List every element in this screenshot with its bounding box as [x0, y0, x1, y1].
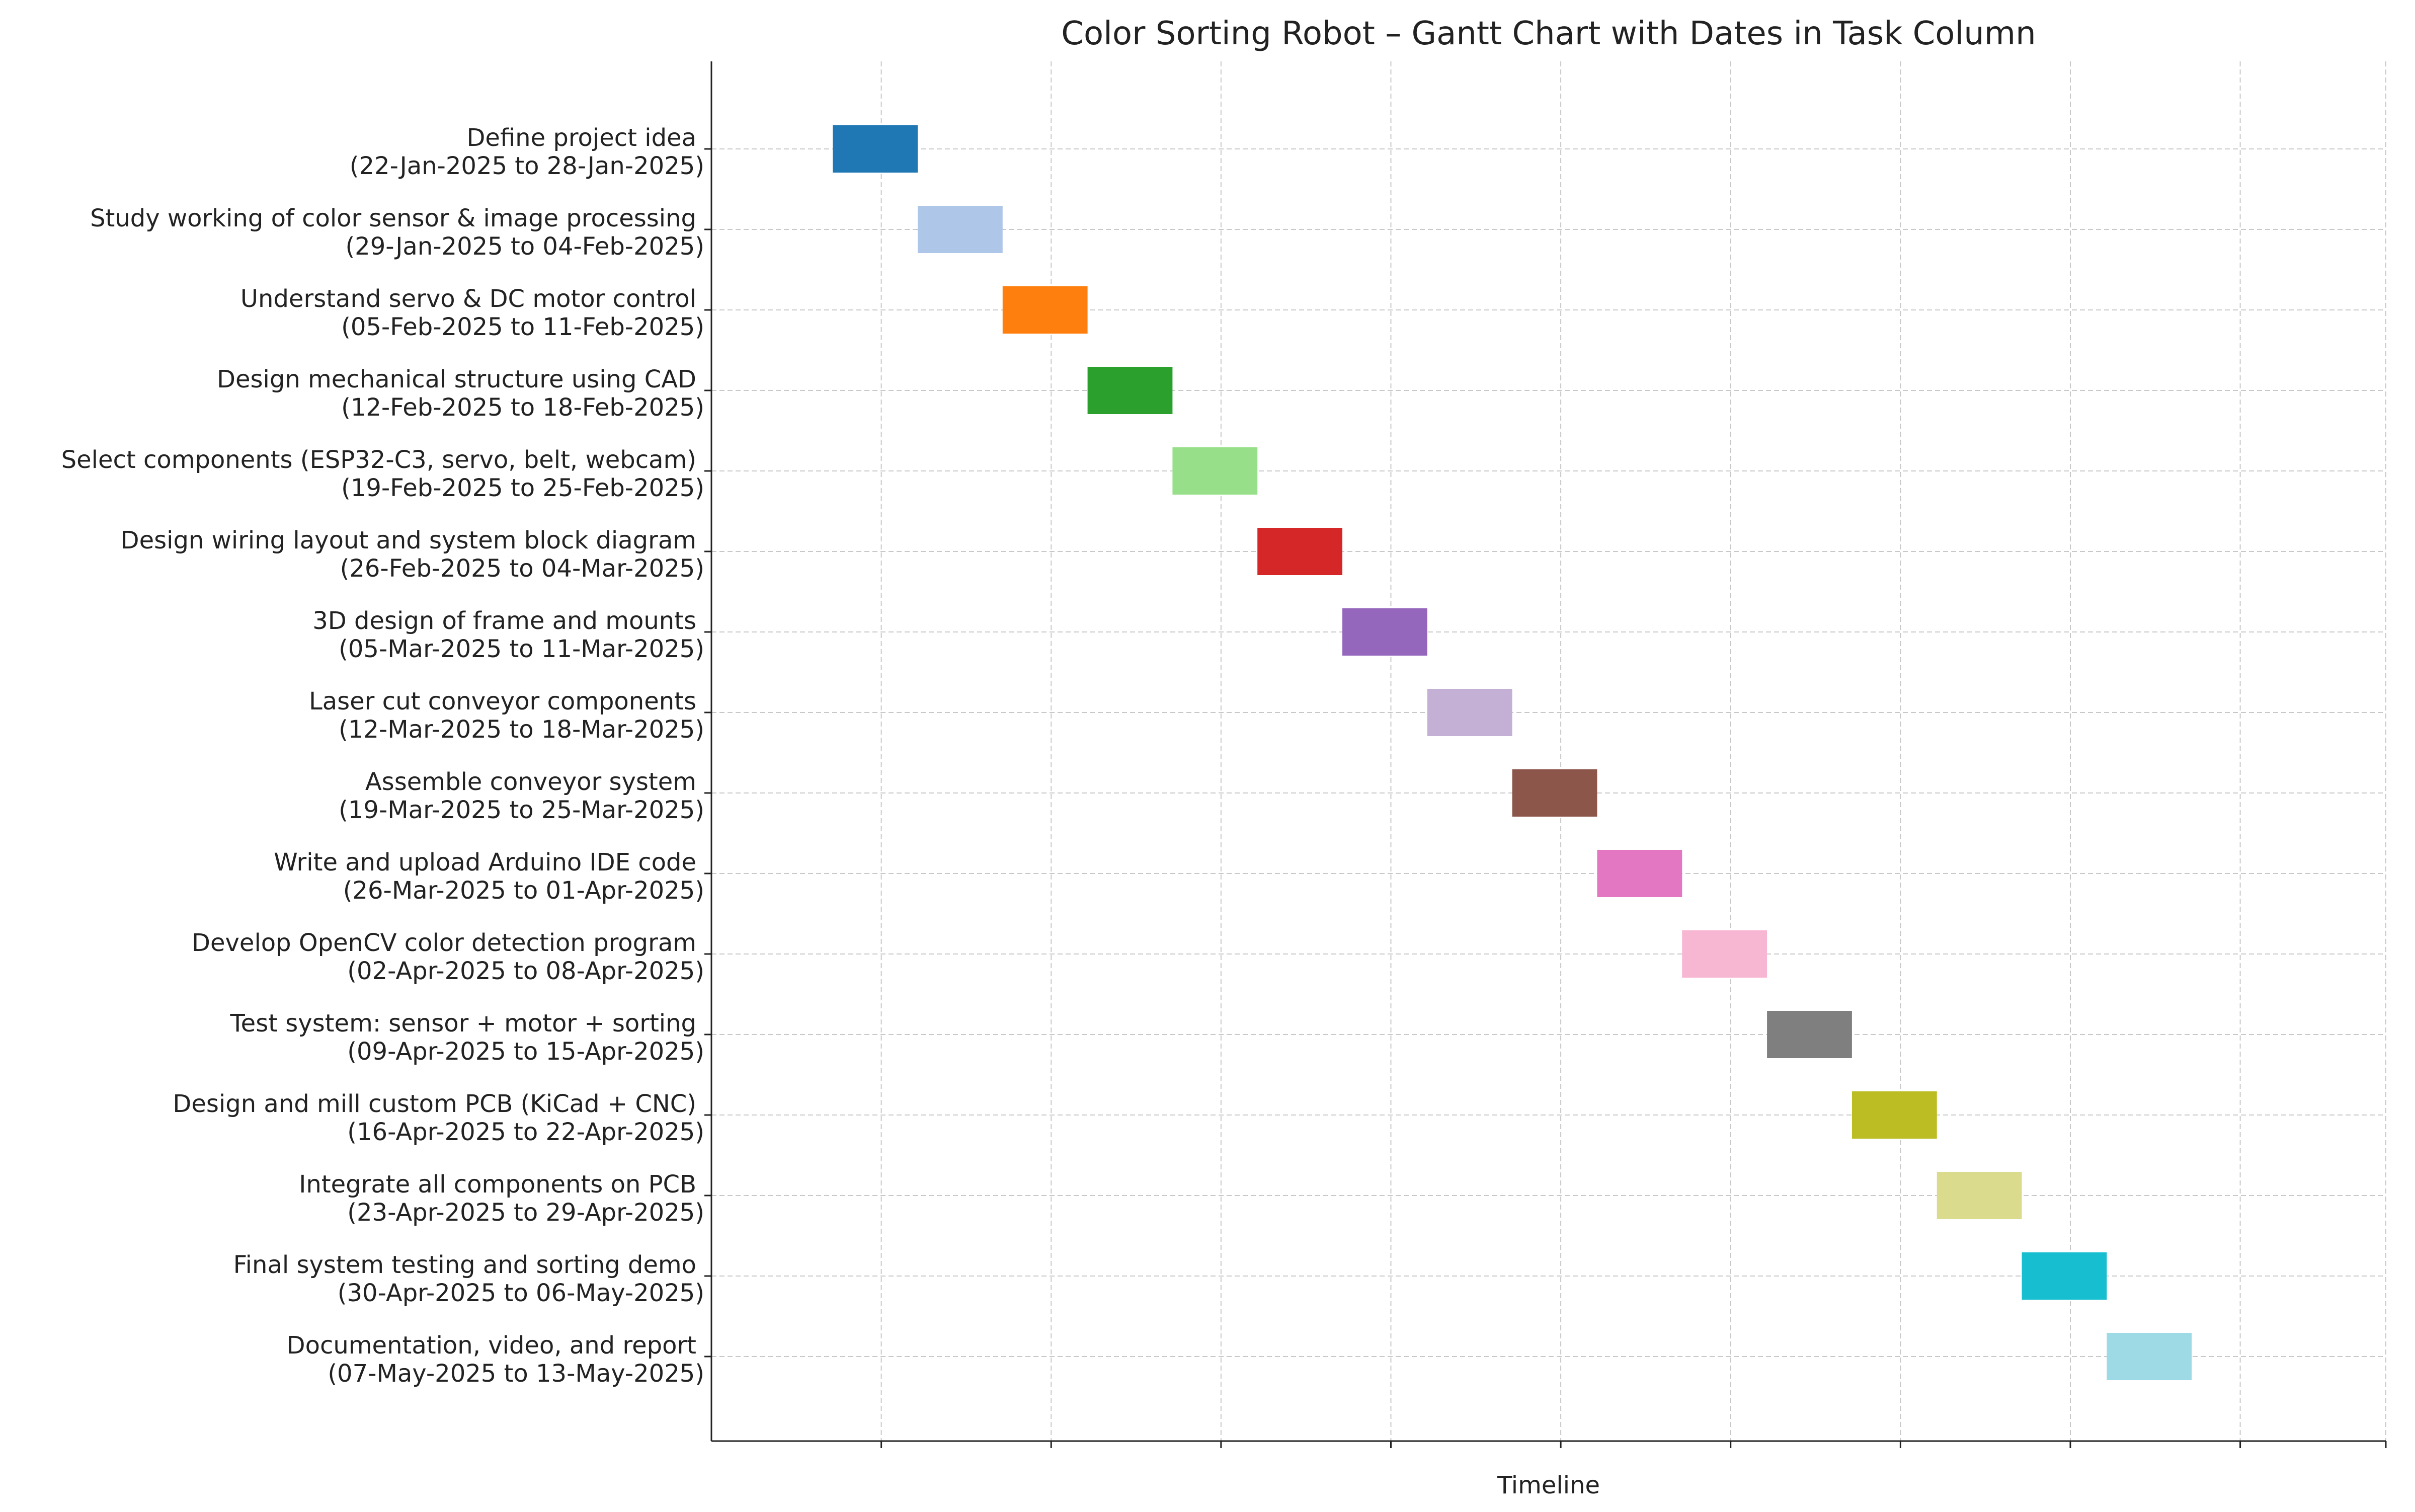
task-bar	[1087, 367, 1173, 414]
task-dates-label: (26-Feb-2025 to 04-Mar-2025)	[340, 554, 704, 583]
task-name-label: Final system testing and sorting demo	[233, 1251, 696, 1279]
task-dates-label: (05-Feb-2025 to 11-Feb-2025)	[341, 313, 704, 341]
bars-layer	[833, 125, 2192, 1380]
task-bar	[833, 125, 918, 173]
task-dates-label: (30-Apr-2025 to 06-May-2025)	[338, 1279, 704, 1307]
task-name-label: Design mechanical structure using CAD	[217, 365, 696, 393]
task-dates-label: (05-Mar-2025 to 11-Mar-2025)	[339, 635, 704, 663]
task-name-label: Assemble conveyor system	[365, 768, 696, 796]
task-dates-label: (02-Apr-2025 to 08-Apr-2025)	[347, 957, 704, 985]
grid-layer	[711, 61, 2386, 1441]
task-dates-label: (26-Mar-2025 to 01-Apr-2025)	[343, 877, 704, 905]
task-bar	[917, 206, 1003, 253]
task-bar	[1257, 528, 1343, 575]
chart-title: Color Sorting Robot – Gantt Chart with D…	[1061, 15, 2036, 52]
task-name-label: 3D design of frame and mounts	[312, 607, 696, 635]
task-dates-label: (12-Feb-2025 to 18-Feb-2025)	[341, 393, 704, 422]
task-name-label: Test system: sensor + motor + sorting	[230, 1009, 696, 1038]
task-name-label: Integrate all components on PCB	[299, 1170, 696, 1199]
task-bar	[1342, 608, 1427, 656]
task-dates-label: (12-Mar-2025 to 18-Mar-2025)	[339, 715, 704, 744]
task-bar	[2022, 1252, 2107, 1300]
axes-layer	[704, 61, 2387, 1448]
task-name-label: Write and upload Arduino IDE code	[274, 848, 696, 877]
task-name-label: Study working of color sensor & image pr…	[90, 204, 696, 232]
task-bar	[1682, 930, 1767, 978]
task-name-label: Documentation, video, and report	[287, 1331, 696, 1360]
task-dates-label: (23-Apr-2025 to 29-Apr-2025)	[347, 1199, 704, 1227]
task-dates-label: (19-Mar-2025 to 25-Mar-2025)	[339, 796, 704, 824]
task-name-label: Design wiring layout and system block di…	[121, 526, 696, 554]
task-labels-layer: Define project idea(22-Jan-2025 to 28-Ja…	[61, 124, 704, 1388]
task-bar	[1767, 1011, 1852, 1058]
task-bar	[1002, 286, 1088, 334]
task-dates-label: (22-Jan-2025 to 28-Jan-2025)	[350, 152, 704, 180]
task-name-label: Develop OpenCV color detection program	[192, 929, 696, 957]
x-axis-label: Timeline	[1497, 1471, 1600, 1499]
task-dates-label: (19-Feb-2025 to 25-Feb-2025)	[341, 474, 704, 502]
task-bar	[1937, 1172, 2022, 1219]
task-dates-label: (16-Apr-2025 to 22-Apr-2025)	[347, 1118, 704, 1146]
task-bar	[2107, 1333, 2192, 1380]
task-name-label: Design and mill custom PCB (KiCad + CNC)	[173, 1090, 696, 1118]
task-bar	[1512, 769, 1597, 817]
task-bar	[1852, 1091, 1937, 1139]
task-name-label: Select components (ESP32-C3, servo, belt…	[61, 446, 696, 474]
task-dates-label: (09-Apr-2025 to 15-Apr-2025)	[347, 1038, 704, 1066]
task-bar	[1597, 850, 1682, 897]
task-name-label: Laser cut conveyor components	[309, 687, 696, 715]
task-bar	[1172, 447, 1258, 495]
task-dates-label: (29-Jan-2025 to 04-Feb-2025)	[345, 232, 704, 261]
task-dates-label: (07-May-2025 to 13-May-2025)	[328, 1360, 704, 1388]
task-bar	[1427, 689, 1512, 736]
task-name-label: Define project idea	[466, 124, 696, 152]
task-name-label: Understand servo & DC motor control	[240, 285, 696, 313]
